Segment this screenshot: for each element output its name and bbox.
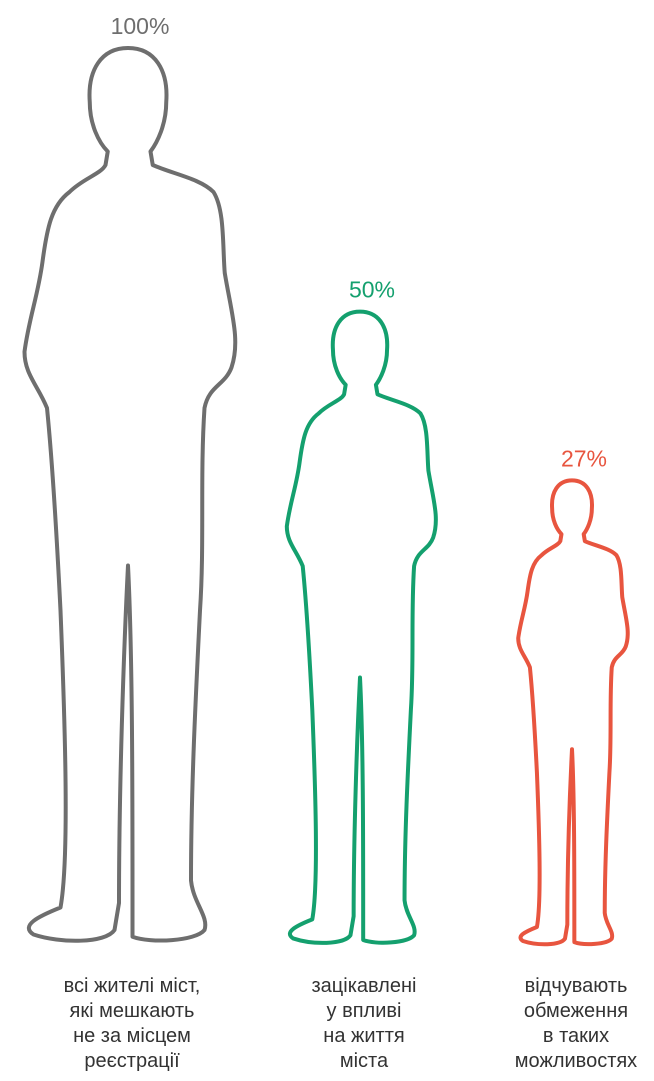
- category-label: міста: [340, 1050, 389, 1072]
- value-label: 50%: [349, 277, 395, 303]
- category-label: зацікавлені: [312, 975, 417, 997]
- category-label: обмеження: [524, 1000, 628, 1022]
- figure: [518, 480, 628, 944]
- category-label: у впливі: [327, 1000, 402, 1022]
- value-label: 100%: [111, 13, 170, 39]
- category-label: в таких: [543, 1025, 609, 1047]
- figure: [25, 48, 236, 941]
- category-label: всі жителі міст,: [64, 975, 201, 997]
- category-label: на життя: [323, 1025, 404, 1047]
- category-label: відчувають: [525, 975, 628, 997]
- category-label: реєстрації: [84, 1050, 180, 1072]
- figure: [287, 312, 436, 943]
- category-label: які мешкають: [70, 1000, 195, 1022]
- category-label: можливостях: [515, 1050, 637, 1072]
- category-label: не за місцем: [73, 1025, 191, 1047]
- value-label: 27%: [561, 445, 607, 471]
